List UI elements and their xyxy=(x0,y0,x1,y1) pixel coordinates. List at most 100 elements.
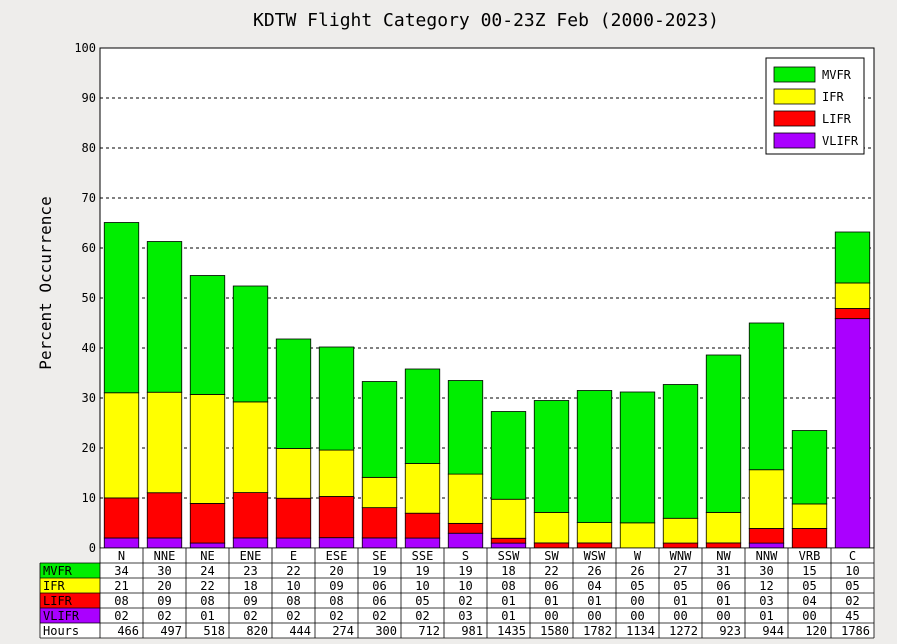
table-cell: 01 xyxy=(759,609,773,623)
table-cell: 02 xyxy=(114,609,128,623)
table-cell: 02 xyxy=(372,609,386,623)
x-tick-label: NNW xyxy=(756,549,778,563)
table-cell: 08 xyxy=(329,594,343,608)
x-tick-label: S xyxy=(462,549,469,563)
table-cell: 09 xyxy=(157,594,171,608)
table-cell: 19 xyxy=(458,564,472,578)
table-cell: 12 xyxy=(759,579,773,593)
bar-lifr-e xyxy=(275,497,312,539)
bar-ifr-c xyxy=(834,282,871,309)
y-tick-label: 0 xyxy=(89,541,96,555)
table-cell: 03 xyxy=(759,594,773,608)
table-cell-hours: 1786 xyxy=(841,624,870,638)
table-cell: 22 xyxy=(544,564,558,578)
x-tick-label: NE xyxy=(200,549,214,563)
x-tick-label: SSE xyxy=(412,549,434,563)
table-cell: 02 xyxy=(458,594,472,608)
bar-lifr-wnw xyxy=(662,542,699,549)
y-tick-label: 60 xyxy=(82,241,96,255)
table-cell: 00 xyxy=(716,609,730,623)
bar-mvfr-sse xyxy=(404,368,441,464)
y-tick-label: 50 xyxy=(82,291,96,305)
table-cell: 04 xyxy=(587,579,601,593)
bar-lifr-ese xyxy=(318,496,355,539)
bar-ifr-sw xyxy=(533,511,570,544)
bar-lifr-ssw xyxy=(490,537,527,544)
table-cell: 10 xyxy=(415,579,429,593)
bar-lifr-ne xyxy=(189,503,226,544)
x-tick-label: WNW xyxy=(670,549,692,563)
table-cell: 01 xyxy=(716,594,730,608)
table-cell: 22 xyxy=(286,564,300,578)
legend-swatch-mvfr xyxy=(773,66,816,83)
x-tick-label: NW xyxy=(716,549,731,563)
table-cell: 06 xyxy=(716,579,730,593)
table-cell-hours: 712 xyxy=(418,624,440,638)
bar-lifr-nnw xyxy=(748,528,785,544)
table-cell: 02 xyxy=(286,609,300,623)
table-cell-hours: 981 xyxy=(461,624,483,638)
bar-ifr-wnw xyxy=(662,517,699,544)
table-cell: 02 xyxy=(415,609,429,623)
table-cell: 08 xyxy=(200,594,214,608)
table-cell: 10 xyxy=(845,564,859,578)
x-tick-label: E xyxy=(290,549,297,563)
table-cell: 01 xyxy=(587,594,601,608)
bar-lifr-se xyxy=(361,507,398,539)
table-cell: 01 xyxy=(673,594,687,608)
y-tick-label: 80 xyxy=(82,141,96,155)
bar-vlifr-s xyxy=(447,532,484,549)
table-row-label: IFR xyxy=(43,579,65,593)
table-cell: 06 xyxy=(372,594,386,608)
table-cell: 20 xyxy=(157,579,171,593)
table-cell-hours: 274 xyxy=(332,624,354,638)
bar-vlifr-n xyxy=(103,537,140,549)
bar-mvfr-nnw xyxy=(748,322,785,471)
bar-ifr-ene xyxy=(232,401,269,493)
x-tick-label: W xyxy=(634,549,642,563)
table-cell-hours: 518 xyxy=(203,624,225,638)
table-cell: 08 xyxy=(501,579,515,593)
table-cell: 08 xyxy=(286,594,300,608)
table-cell: 21 xyxy=(114,579,128,593)
table-cell-hours: 120 xyxy=(805,624,827,638)
bar-mvfr-nw xyxy=(705,354,742,513)
table-cell: 30 xyxy=(157,564,171,578)
table-cell: 45 xyxy=(845,609,859,623)
bar-ifr-nne xyxy=(146,391,183,494)
x-tick-label: VRB xyxy=(799,549,821,563)
bar-ifr-vrb xyxy=(791,503,828,529)
table-row-header-bg xyxy=(40,623,100,638)
bar-mvfr-nne xyxy=(146,241,183,393)
table-row-label: Hours xyxy=(43,624,79,638)
table-cell: 10 xyxy=(286,579,300,593)
bar-mvfr-ese xyxy=(318,346,355,451)
table-cell: 05 xyxy=(845,579,859,593)
table-cell: 02 xyxy=(329,609,343,623)
table-row-label: MVFR xyxy=(43,564,73,578)
table-cell: 30 xyxy=(759,564,773,578)
y-axis-label: Percent Occurrence xyxy=(36,196,55,369)
table-cell: 09 xyxy=(329,579,343,593)
table-cell: 01 xyxy=(544,594,558,608)
bar-vlifr-ese xyxy=(318,537,355,549)
bar-lifr-vrb xyxy=(791,528,828,549)
table-cell: 05 xyxy=(415,594,429,608)
bar-vlifr-se xyxy=(361,537,398,549)
bar-ifr-ssw xyxy=(490,498,527,539)
bar-ifr-e xyxy=(275,448,312,499)
bar-mvfr-sw xyxy=(533,400,570,513)
table-cell: 22 xyxy=(200,579,214,593)
bar-mvfr-e xyxy=(275,338,312,449)
data-table: N NNE NE ENE E ESE SE SSE S SSW SW WSW W WNW NW NNW VRB C… xyxy=(39,547,875,639)
bar-vlifr-c xyxy=(834,318,871,549)
table-cell: 24 xyxy=(200,564,214,578)
table-row-header-bg xyxy=(40,608,100,623)
bar-lifr-ene xyxy=(232,492,269,539)
bar-mvfr-vrb xyxy=(791,430,828,505)
table-cell: 09 xyxy=(243,594,257,608)
bar-mvfr-ssw xyxy=(490,411,527,500)
bars xyxy=(103,222,871,549)
table-row-header-bg xyxy=(40,563,100,578)
